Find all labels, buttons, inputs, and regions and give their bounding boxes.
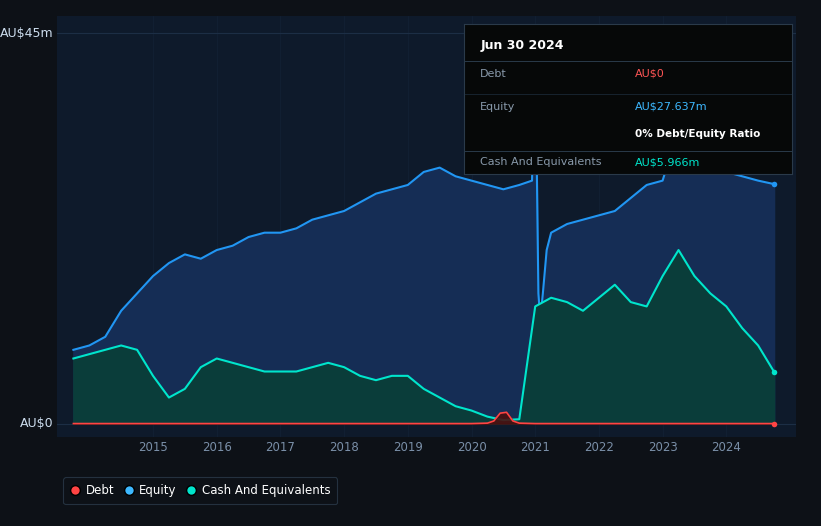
Text: Debt: Debt — [480, 68, 507, 79]
Text: Equity: Equity — [480, 102, 516, 112]
Text: AU$0: AU$0 — [21, 417, 54, 430]
Text: AU$5.966m: AU$5.966m — [635, 157, 700, 167]
Text: AU$0: AU$0 — [635, 68, 664, 79]
Text: Jun 30 2024: Jun 30 2024 — [480, 38, 564, 52]
Text: 0% Debt/Equity Ratio: 0% Debt/Equity Ratio — [635, 128, 760, 139]
Text: AU$27.637m: AU$27.637m — [635, 102, 707, 112]
Text: Cash And Equivalents: Cash And Equivalents — [480, 157, 602, 167]
Text: AU$45m: AU$45m — [0, 27, 54, 39]
Legend: Debt, Equity, Cash And Equivalents: Debt, Equity, Cash And Equivalents — [63, 477, 337, 504]
